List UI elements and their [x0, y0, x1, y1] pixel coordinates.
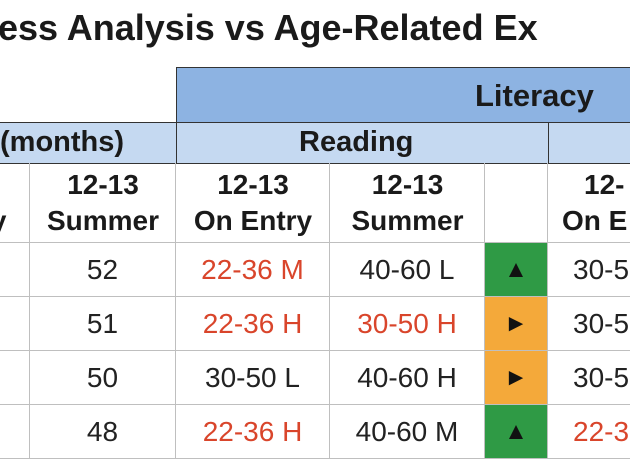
table-cell: 22-3 [548, 405, 630, 459]
row-cell [0, 405, 30, 459]
status-arrow: ► [504, 309, 528, 337]
status-arrow: ▲ [504, 255, 528, 283]
row-cell [0, 297, 30, 351]
cell-text: 30-5 [573, 253, 630, 285]
cell-text: 30-5 [573, 361, 630, 393]
table-cell: 30-5 [548, 297, 630, 351]
title: ess Analysis vs Age-Related Ex [0, 7, 538, 48]
column-header: 12-13 Summer [330, 163, 485, 243]
cell-text: 50 [86, 361, 119, 393]
column-header: 12-13 On Entry [176, 163, 330, 243]
header-cell [485, 163, 548, 243]
status-arrow: ▲ [504, 417, 528, 445]
cell-text: 22-36 H [202, 307, 303, 339]
cell-text: 22-36 H [202, 415, 303, 447]
column-header-line: Summer [351, 205, 464, 236]
row-cell [0, 243, 30, 297]
table-cell: 51 [30, 297, 176, 351]
column-header-line: 12-13 [67, 169, 139, 200]
column-header-line: 12- [584, 169, 625, 200]
table-cell: 30-5 [548, 243, 630, 297]
table-cell: ► [485, 351, 548, 405]
cell-text: 40-60 M [355, 415, 459, 447]
table-cell: 48 [30, 405, 176, 459]
table-cell: 30-50 H [330, 297, 485, 351]
column-header: 12- On E [548, 163, 630, 243]
column-header-line: 12-13 [217, 169, 289, 200]
cell-text: 40-60 L [359, 253, 455, 285]
cell-text: 30-5 [573, 307, 630, 339]
subheader: Reading [299, 126, 414, 158]
table-cell: ► [485, 297, 548, 351]
column-header-line: On E [562, 205, 628, 236]
table-cell: 30-50 L [176, 351, 330, 405]
header-cell [0, 163, 30, 243]
table-cell: 50 [30, 351, 176, 405]
column-header-line: On Entry [193, 205, 313, 236]
table-cell: 30-5 [548, 351, 630, 405]
column-header: 3ry [0, 163, 10, 243]
subheader: (months) [0, 126, 125, 158]
table-cell: 22-36 H [176, 405, 330, 459]
cell-text: 52 [86, 253, 119, 285]
cell-text: 40-60 H [357, 361, 457, 393]
table-cell: ▲ [485, 405, 548, 459]
table-cell: 52 [30, 243, 176, 297]
group-header: Literacy [475, 78, 594, 113]
subheader-cell [0, 122, 177, 164]
column-header-line: Summer [46, 205, 160, 236]
table-cell: ▲ [485, 243, 548, 297]
cell-text: 51 [86, 307, 119, 339]
group-header-cell [176, 67, 630, 123]
table-cell: 40-60 H [330, 351, 485, 405]
header-cell [176, 163, 330, 243]
cell-text: 30-50 H [357, 307, 457, 339]
table-cell: 40-60 L [330, 243, 485, 297]
table-cell: 40-60 M [330, 405, 485, 459]
column-header-line: ry [0, 203, 6, 239]
subheader-cell [548, 122, 630, 164]
cell-text: 22-36 M [201, 253, 304, 285]
cell-text: 22-3 [573, 415, 630, 447]
table-cell: 22-36 M [176, 243, 330, 297]
row-cell [0, 351, 30, 405]
status-arrow: ► [504, 363, 528, 391]
column-header: 12-13 Summer [30, 163, 176, 243]
table-cell: 22-36 H [176, 297, 330, 351]
header-cell [30, 163, 176, 243]
cell-text: 30-50 L [205, 361, 300, 393]
subheader-cell [176, 122, 549, 164]
cell-text: 48 [86, 415, 119, 447]
header-cell [330, 163, 485, 243]
header-cell [548, 163, 630, 243]
column-header-line: 12-13 [371, 169, 444, 200]
